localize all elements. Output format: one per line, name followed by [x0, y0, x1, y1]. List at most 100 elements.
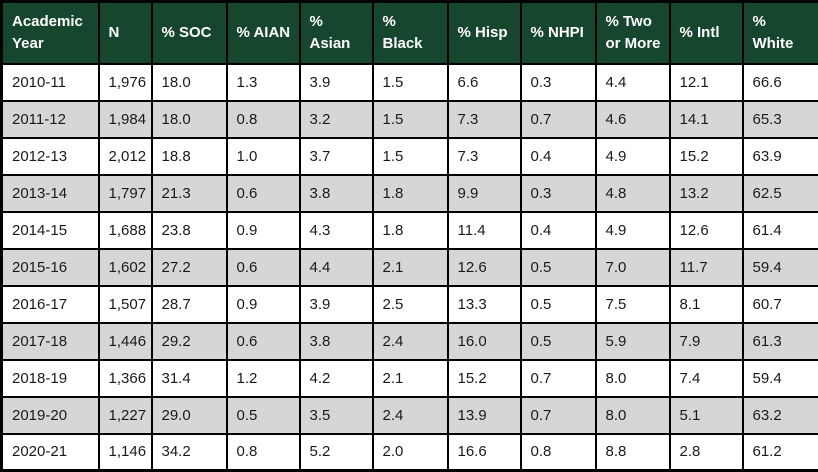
- column-header-n: N: [99, 2, 152, 64]
- cell-pct-aian: 0.6: [227, 323, 300, 360]
- cell-pct-soc: 18.0: [152, 101, 227, 138]
- cell-pct-two-or-more: 4.8: [596, 175, 670, 212]
- cell-pct-soc: 31.4: [152, 360, 227, 397]
- cell-pct-intl: 14.1: [670, 101, 743, 138]
- cell-n: 1,602: [99, 249, 152, 286]
- cell-pct-soc: 18.0: [152, 64, 227, 101]
- cell-n: 1,146: [99, 434, 152, 471]
- cell-pct-asian: 3.7: [300, 138, 373, 175]
- cell-n: 1,797: [99, 175, 152, 212]
- column-header-pct-aian: % AIAN: [227, 2, 300, 64]
- cell-pct-white: 63.9: [743, 138, 818, 175]
- cell-pct-asian: 3.9: [300, 286, 373, 323]
- cell-pct-aian: 1.0: [227, 138, 300, 175]
- cell-pct-aian: 1.2: [227, 360, 300, 397]
- cell-pct-nhpi: 0.5: [521, 323, 596, 360]
- cell-pct-hisp: 7.3: [448, 138, 521, 175]
- cell-pct-asian: 4.4: [300, 249, 373, 286]
- cell-pct-white: 61.3: [743, 323, 818, 360]
- cell-pct-aian: 0.9: [227, 286, 300, 323]
- cell-pct-white: 59.4: [743, 249, 818, 286]
- column-header-pct-soc: % SOC: [152, 2, 227, 64]
- cell-pct-hisp: 11.4: [448, 212, 521, 249]
- cell-pct-nhpi: 0.5: [521, 286, 596, 323]
- column-header-pct-black: % Black: [373, 2, 448, 64]
- cell-pct-black: 2.0: [373, 434, 448, 471]
- column-header-pct-hisp: % Hisp: [448, 2, 521, 64]
- cell-pct-aian: 0.9: [227, 212, 300, 249]
- cell-pct-nhpi: 0.3: [521, 64, 596, 101]
- cell-pct-aian: 0.8: [227, 434, 300, 471]
- cell-pct-intl: 13.2: [670, 175, 743, 212]
- cell-pct-soc: 29.0: [152, 397, 227, 434]
- column-header-pct-nhpi: % NHPI: [521, 2, 596, 64]
- cell-pct-intl: 5.1: [670, 397, 743, 434]
- cell-academic-year: 2018-19: [2, 360, 99, 397]
- cell-pct-black: 2.5: [373, 286, 448, 323]
- cell-pct-nhpi: 0.7: [521, 360, 596, 397]
- cell-pct-soc: 29.2: [152, 323, 227, 360]
- cell-pct-soc: 28.7: [152, 286, 227, 323]
- cell-pct-hisp: 13.9: [448, 397, 521, 434]
- cell-pct-intl: 2.8: [670, 434, 743, 471]
- cell-pct-aian: 0.5: [227, 397, 300, 434]
- column-header-pct-asian: % Asian: [300, 2, 373, 64]
- cell-pct-two-or-more: 4.9: [596, 138, 670, 175]
- cell-pct-soc: 27.2: [152, 249, 227, 286]
- cell-pct-nhpi: 0.3: [521, 175, 596, 212]
- cell-pct-two-or-more: 7.5: [596, 286, 670, 323]
- cell-n: 1,507: [99, 286, 152, 323]
- cell-pct-asian: 4.3: [300, 212, 373, 249]
- cell-pct-two-or-more: 4.6: [596, 101, 670, 138]
- cell-pct-black: 2.1: [373, 360, 448, 397]
- cell-academic-year: 2011-12: [2, 101, 99, 138]
- cell-pct-asian: 3.9: [300, 64, 373, 101]
- cell-pct-aian: 0.8: [227, 101, 300, 138]
- cell-academic-year: 2012-13: [2, 138, 99, 175]
- cell-pct-black: 1.8: [373, 212, 448, 249]
- cell-pct-intl: 12.1: [670, 64, 743, 101]
- cell-pct-white: 62.5: [743, 175, 818, 212]
- cell-pct-two-or-more: 5.9: [596, 323, 670, 360]
- cell-n: 1,976: [99, 64, 152, 101]
- cell-pct-asian: 4.2: [300, 360, 373, 397]
- cell-pct-white: 59.4: [743, 360, 818, 397]
- cell-pct-asian: 3.2: [300, 101, 373, 138]
- cell-pct-nhpi: 0.5: [521, 249, 596, 286]
- cell-academic-year: 2014-15: [2, 212, 99, 249]
- cell-pct-white: 60.7: [743, 286, 818, 323]
- cell-pct-black: 1.8: [373, 175, 448, 212]
- column-header-academic-year: Academic Year: [2, 2, 99, 64]
- cell-pct-white: 63.2: [743, 397, 818, 434]
- cell-pct-nhpi: 0.7: [521, 397, 596, 434]
- cell-pct-soc: 18.8: [152, 138, 227, 175]
- cell-pct-hisp: 7.3: [448, 101, 521, 138]
- cell-pct-black: 1.5: [373, 101, 448, 138]
- cell-n: 1,446: [99, 323, 152, 360]
- cell-academic-year: 2015-16: [2, 249, 99, 286]
- cell-pct-black: 2.1: [373, 249, 448, 286]
- cell-academic-year: 2019-20: [2, 397, 99, 434]
- cell-pct-hisp: 16.6: [448, 434, 521, 471]
- cell-pct-white: 61.2: [743, 434, 818, 471]
- cell-pct-two-or-more: 7.0: [596, 249, 670, 286]
- cell-pct-intl: 7.4: [670, 360, 743, 397]
- cell-pct-two-or-more: 8.8: [596, 434, 670, 471]
- cell-n: 1,366: [99, 360, 152, 397]
- cell-pct-soc: 23.8: [152, 212, 227, 249]
- cell-n: 1,984: [99, 101, 152, 138]
- cell-n: 1,688: [99, 212, 152, 249]
- cell-pct-aian: 0.6: [227, 249, 300, 286]
- cell-pct-intl: 11.7: [670, 249, 743, 286]
- column-header-pct-two-or-more: % Two or More: [596, 2, 670, 64]
- cell-pct-hisp: 6.6: [448, 64, 521, 101]
- cell-pct-black: 2.4: [373, 323, 448, 360]
